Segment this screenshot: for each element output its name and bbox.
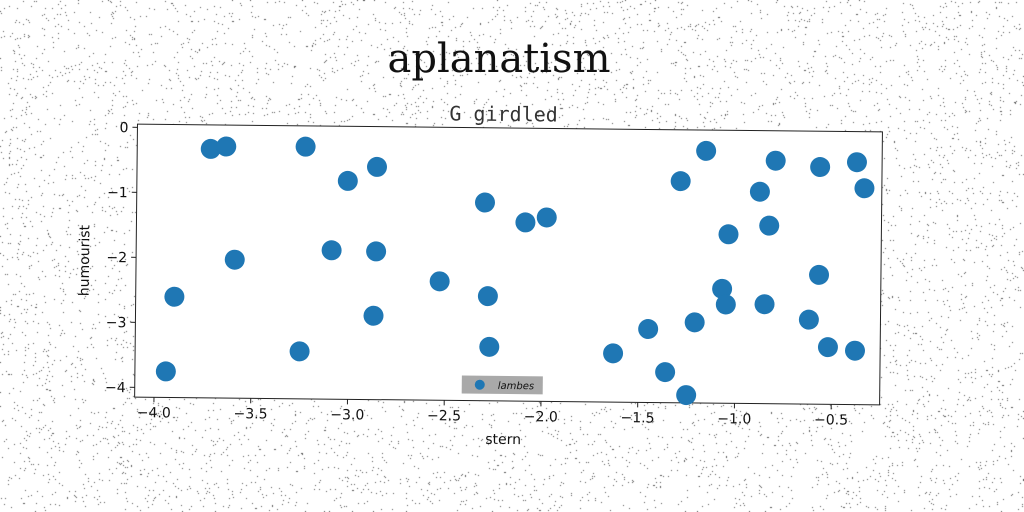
data-point (200, 138, 221, 159)
y-tick-label: −1 (107, 185, 128, 201)
data-point (363, 305, 384, 326)
data-point (224, 249, 245, 270)
x-tick-label: −1.5 (620, 410, 654, 426)
data-point (765, 150, 786, 171)
y-axis-label: humourist (77, 224, 94, 296)
data-point (684, 312, 705, 333)
x-tick-label: −2.5 (427, 408, 461, 424)
data-point (321, 240, 342, 261)
data-point (164, 286, 185, 307)
y-tick-label: −4 (105, 380, 126, 396)
data-point (289, 341, 310, 362)
figure-suptitle: aplanatism (387, 36, 610, 82)
data-point (817, 337, 838, 358)
y-axis: 0 −1 −2 −3 −4 (105, 120, 138, 396)
data-point (429, 271, 450, 292)
data-point (638, 319, 659, 340)
data-point (809, 264, 830, 285)
data-point (754, 294, 775, 315)
data-point (366, 241, 387, 262)
data-point (696, 140, 717, 161)
plot-group: G girdled −4.0 −3.5 −3.0 −2.5 −2.0 −1.5 −1.0 −0… (77, 101, 883, 448)
x-axis-label: stern (485, 432, 521, 448)
data-point (515, 212, 536, 233)
data-point (337, 170, 358, 191)
chart-title: G girdled (449, 101, 558, 126)
data-point (155, 361, 176, 382)
data-point (216, 136, 237, 157)
x-tick-label: −3.5 (233, 406, 267, 422)
x-axis: −4.0 −3.5 −3.0 −2.5 −2.0 −1.5 −1.0 −0.5 (137, 397, 848, 429)
data-point (655, 362, 676, 383)
data-point (854, 178, 875, 199)
legend-marker-lambes (474, 379, 485, 390)
data-point (603, 343, 624, 364)
data-point (715, 294, 736, 315)
data-point (479, 336, 500, 357)
legend: lambes (461, 375, 543, 395)
data-point (718, 224, 739, 245)
plot-area (134, 123, 883, 406)
data-point (366, 156, 387, 177)
data-point (749, 181, 770, 202)
x-tick-label: −1.0 (717, 411, 751, 427)
y-tick-label: −3 (106, 315, 127, 331)
data-point (295, 136, 316, 157)
x-tick-label: −0.5 (814, 412, 848, 428)
data-point (846, 152, 867, 173)
data-point (810, 157, 831, 178)
data-point (474, 192, 495, 213)
y-tick-label: −2 (106, 250, 127, 266)
data-point (712, 278, 733, 299)
x-tick-label: −4.0 (137, 405, 171, 421)
data-point (844, 340, 865, 361)
data-point (798, 309, 819, 330)
data-point (477, 286, 498, 307)
scatter-points (155, 136, 875, 406)
data-point (536, 207, 557, 228)
y-tick-label: 0 (119, 120, 128, 136)
x-tick-label: −2.0 (524, 409, 558, 425)
data-point (670, 171, 691, 192)
x-tick-label: −3.0 (330, 407, 364, 423)
legend-label-lambes: lambes (498, 381, 534, 392)
data-point (676, 385, 697, 406)
data-point (759, 215, 780, 236)
